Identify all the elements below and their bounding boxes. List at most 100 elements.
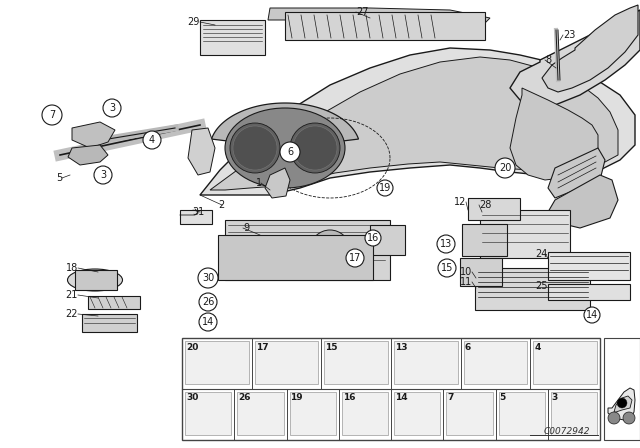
FancyBboxPatch shape <box>446 392 493 435</box>
Text: 23: 23 <box>563 30 575 40</box>
FancyBboxPatch shape <box>604 338 640 440</box>
Text: 24: 24 <box>536 249 548 259</box>
Circle shape <box>617 398 627 408</box>
FancyBboxPatch shape <box>182 338 600 440</box>
Text: 21: 21 <box>66 290 78 300</box>
Text: 26: 26 <box>238 393 251 402</box>
Text: 15: 15 <box>441 263 453 273</box>
Circle shape <box>438 259 456 277</box>
Ellipse shape <box>225 108 345 188</box>
Text: 16: 16 <box>343 393 355 402</box>
Polygon shape <box>548 148 605 198</box>
Polygon shape <box>210 57 618 190</box>
FancyBboxPatch shape <box>225 220 390 280</box>
Polygon shape <box>68 145 108 165</box>
Polygon shape <box>72 122 115 148</box>
FancyBboxPatch shape <box>200 20 265 55</box>
FancyBboxPatch shape <box>551 392 597 435</box>
Polygon shape <box>542 5 638 92</box>
Circle shape <box>495 158 515 178</box>
Polygon shape <box>211 103 358 142</box>
Polygon shape <box>268 8 490 28</box>
Text: 10: 10 <box>460 267 472 277</box>
Polygon shape <box>548 175 618 228</box>
Circle shape <box>437 235 455 253</box>
FancyBboxPatch shape <box>548 284 630 300</box>
Circle shape <box>280 142 300 162</box>
Text: 3: 3 <box>100 170 106 180</box>
Text: 3: 3 <box>552 393 558 402</box>
Text: 6: 6 <box>287 147 293 157</box>
FancyBboxPatch shape <box>180 210 212 224</box>
FancyBboxPatch shape <box>75 270 117 290</box>
Text: 27: 27 <box>356 7 369 17</box>
FancyBboxPatch shape <box>185 341 249 384</box>
Polygon shape <box>200 48 635 195</box>
FancyBboxPatch shape <box>285 12 485 40</box>
Polygon shape <box>265 168 290 198</box>
FancyBboxPatch shape <box>460 258 502 286</box>
Text: 4: 4 <box>534 343 541 352</box>
Text: 18: 18 <box>66 263 78 273</box>
Polygon shape <box>608 388 635 420</box>
Text: 13: 13 <box>440 239 452 249</box>
Text: 17: 17 <box>349 253 361 263</box>
FancyBboxPatch shape <box>468 198 520 220</box>
Text: 2: 2 <box>218 200 224 210</box>
Circle shape <box>233 126 277 170</box>
Circle shape <box>377 180 393 196</box>
Text: 11: 11 <box>460 277 472 287</box>
Text: 5: 5 <box>56 173 62 183</box>
FancyBboxPatch shape <box>237 392 284 435</box>
FancyBboxPatch shape <box>394 341 458 384</box>
Text: 19: 19 <box>379 183 391 193</box>
FancyBboxPatch shape <box>185 392 231 435</box>
Text: 25: 25 <box>536 281 548 291</box>
Ellipse shape <box>67 269 122 291</box>
Text: 16: 16 <box>367 233 379 243</box>
FancyBboxPatch shape <box>480 210 570 258</box>
Circle shape <box>290 123 340 173</box>
Circle shape <box>94 166 112 184</box>
Circle shape <box>199 293 217 311</box>
FancyBboxPatch shape <box>370 225 405 255</box>
Text: C0072942: C0072942 <box>543 427 590 436</box>
Circle shape <box>365 230 381 246</box>
Circle shape <box>623 412 635 424</box>
Circle shape <box>199 313 217 331</box>
Text: 14: 14 <box>586 310 598 320</box>
FancyBboxPatch shape <box>394 392 440 435</box>
Circle shape <box>230 123 280 173</box>
Circle shape <box>143 131 161 149</box>
Text: 14: 14 <box>202 317 214 327</box>
Text: 15: 15 <box>325 343 338 352</box>
Text: 28: 28 <box>479 200 492 210</box>
FancyBboxPatch shape <box>475 268 590 310</box>
Circle shape <box>293 126 337 170</box>
FancyBboxPatch shape <box>463 341 527 384</box>
FancyBboxPatch shape <box>289 392 336 435</box>
Text: 30: 30 <box>202 273 214 283</box>
Circle shape <box>346 249 364 267</box>
Circle shape <box>42 105 62 125</box>
FancyBboxPatch shape <box>255 341 318 384</box>
Text: 17: 17 <box>255 343 268 352</box>
Circle shape <box>584 307 600 323</box>
Polygon shape <box>614 396 632 412</box>
FancyBboxPatch shape <box>533 341 597 384</box>
Text: 20: 20 <box>499 163 511 173</box>
Text: 12: 12 <box>454 197 466 207</box>
Polygon shape <box>510 88 598 180</box>
Polygon shape <box>510 10 640 108</box>
FancyBboxPatch shape <box>499 392 545 435</box>
FancyBboxPatch shape <box>218 235 373 280</box>
Text: 20: 20 <box>186 343 198 352</box>
FancyBboxPatch shape <box>324 341 388 384</box>
Text: 22: 22 <box>65 309 78 319</box>
Text: 31: 31 <box>192 207 204 217</box>
Text: 14: 14 <box>395 393 408 402</box>
Circle shape <box>103 99 121 117</box>
FancyBboxPatch shape <box>462 224 507 256</box>
Text: 6: 6 <box>465 343 471 352</box>
Text: 7: 7 <box>447 393 454 402</box>
